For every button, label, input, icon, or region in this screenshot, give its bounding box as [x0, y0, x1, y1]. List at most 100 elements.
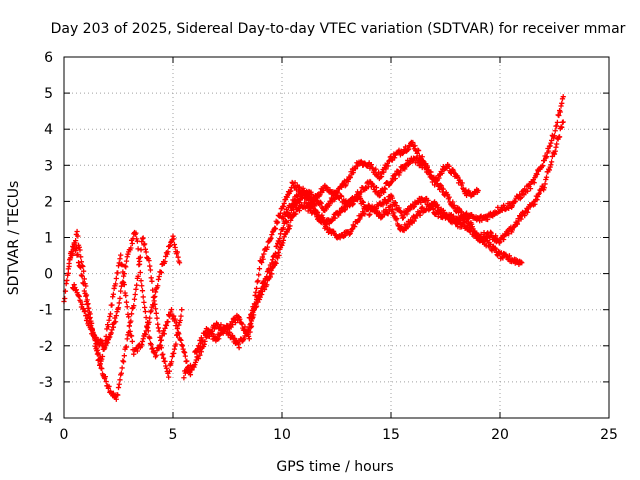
data-point — [397, 168, 404, 174]
data-point — [165, 249, 171, 255]
data-point — [128, 333, 135, 339]
data-point — [554, 141, 560, 147]
data-point — [162, 325, 168, 331]
data-point — [82, 290, 88, 297]
data-point — [352, 166, 358, 172]
data-point — [197, 352, 203, 358]
data-point — [147, 263, 153, 269]
data-point — [274, 243, 280, 249]
data-point — [309, 191, 315, 197]
data-point — [106, 383, 112, 390]
series-8 — [519, 119, 566, 219]
data-point — [163, 365, 170, 371]
data-point — [455, 174, 461, 180]
data-point — [560, 94, 566, 100]
data-point — [279, 242, 285, 248]
data-point — [147, 335, 153, 341]
data-point — [446, 194, 452, 200]
data-point — [518, 259, 524, 265]
data-point — [111, 285, 117, 292]
data-point — [275, 219, 281, 225]
data-point — [78, 272, 85, 278]
data-point — [357, 216, 363, 222]
data-point — [134, 238, 140, 244]
data-point — [286, 226, 292, 232]
data-point — [138, 247, 144, 253]
data-point — [349, 226, 355, 233]
data-point — [83, 293, 89, 299]
data-point — [66, 263, 72, 270]
data-point — [551, 133, 558, 139]
data-point — [117, 256, 123, 262]
data-point — [118, 283, 125, 289]
data-point — [177, 317, 183, 323]
data-point — [99, 356, 105, 362]
data-point — [424, 164, 430, 170]
data-point — [133, 230, 139, 236]
data-point — [120, 358, 126, 364]
data-point — [171, 350, 177, 356]
data-point — [136, 258, 143, 264]
data-point — [75, 293, 82, 299]
data-point — [360, 199, 366, 205]
data-point — [251, 306, 257, 312]
data-point — [235, 341, 241, 347]
data-point — [84, 301, 90, 308]
data-point — [522, 212, 528, 219]
data-point — [295, 196, 301, 203]
data-point — [75, 251, 81, 258]
data-point — [168, 309, 174, 315]
data-point — [142, 331, 148, 337]
data-point — [179, 307, 185, 313]
data-point — [118, 288, 124, 294]
data-point — [131, 303, 137, 309]
data-point — [543, 154, 550, 160]
data-point — [129, 338, 135, 345]
data-point — [284, 229, 290, 235]
data-point — [150, 287, 156, 293]
data-point — [367, 211, 373, 217]
data-point — [280, 240, 286, 246]
data-point — [396, 205, 402, 211]
data-point — [405, 224, 411, 230]
data-point — [514, 221, 521, 227]
data-point — [153, 310, 159, 316]
series-2 — [65, 233, 183, 364]
data-point — [400, 150, 406, 157]
data-point — [392, 200, 398, 206]
data-point — [303, 200, 309, 206]
data-point — [256, 266, 263, 272]
data-point — [541, 185, 547, 191]
data-point — [107, 334, 113, 340]
data-point — [168, 306, 175, 313]
data-point — [287, 223, 293, 229]
data-point — [148, 275, 154, 281]
data-point — [162, 358, 168, 365]
data-point — [75, 233, 81, 239]
data-point — [191, 364, 197, 370]
data-point — [152, 289, 159, 295]
data-point — [255, 278, 261, 284]
data-point — [469, 221, 475, 227]
data-point — [272, 226, 279, 232]
data-point — [122, 263, 128, 269]
data-point — [261, 286, 268, 293]
data-point — [280, 237, 287, 243]
data-point — [329, 199, 335, 205]
data-point — [394, 215, 400, 222]
data-point — [323, 221, 329, 227]
data-point — [235, 314, 241, 320]
data-point — [378, 173, 385, 180]
data-point — [172, 316, 178, 322]
data-point — [128, 245, 134, 251]
data-point — [78, 264, 84, 270]
data-point — [345, 178, 351, 185]
data-point — [142, 246, 148, 252]
data-point — [509, 203, 515, 209]
data-point — [501, 236, 507, 243]
data-point — [264, 282, 270, 288]
data-point — [145, 328, 151, 334]
data-point — [421, 159, 427, 165]
data-point — [404, 211, 410, 217]
